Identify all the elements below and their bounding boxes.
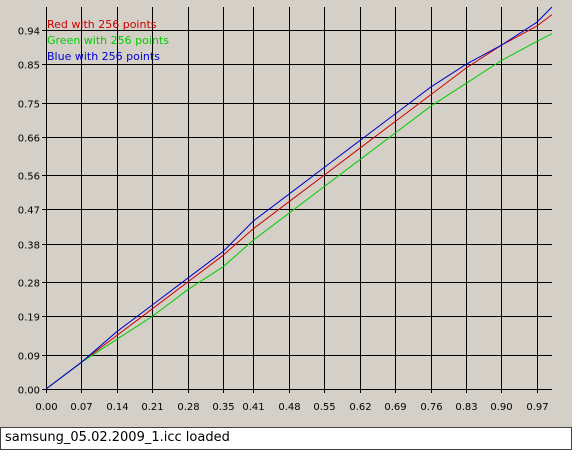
legend-entry-3: Blue with 256 points	[47, 50, 160, 63]
x-tick-label: 0.55	[313, 402, 335, 413]
y-tick-label: 0.75	[18, 100, 40, 111]
legend: Red with 256 points Green with 256 points…	[47, 18, 169, 63]
y-tick-label: 0.19	[18, 313, 40, 324]
x-tick-label: 0.28	[177, 402, 199, 413]
series-lines	[45, 6, 553, 390]
x-tick-labels: 0.00 0.07 0.14 0.21 0.28 0.35 0.41 0.48 0.55 0.62…	[35, 402, 548, 413]
x-tick-label: 0.21	[141, 402, 163, 413]
status-bar: samsung_05.02.2009_1.icc loaded	[0, 427, 572, 450]
x-tick-label: 0.90	[490, 402, 512, 413]
grid-lines	[46, 7, 552, 389]
y-tick-label: 0.85	[18, 61, 40, 72]
legend-entry-2: Green with 256 points	[47, 34, 169, 47]
x-tick-label: 0.97	[526, 402, 548, 413]
status-text: samsung_05.02.2009_1.icc loaded	[5, 430, 230, 445]
x-tick-label: 0.83	[455, 402, 477, 413]
x-tick-label: 0.41	[242, 402, 264, 413]
y-tick-label: 0.47	[18, 206, 40, 217]
tone-curve-chart: 0.00 0.07 0.14 0.21 0.28 0.35 0.41 0.48 0.55 0.62…	[0, 0, 572, 426]
y-tick-label: 0.66	[18, 134, 40, 145]
x-tick-label: 0.48	[278, 402, 300, 413]
x-tick-label: 0.62	[349, 402, 371, 413]
y-tick-label: 0.38	[18, 241, 40, 252]
plot-background	[0, 0, 572, 426]
series-line-2	[45, 33, 553, 390]
y-tick-label: 0.00	[18, 386, 40, 397]
series-line-3	[45, 6, 553, 390]
x-tick-label: 0.07	[70, 402, 92, 413]
series-line-1	[45, 14, 553, 390]
y-tick-label: 0.94	[18, 27, 40, 38]
x-tick-label: 0.76	[420, 402, 442, 413]
x-tick-label: 0.69	[384, 402, 406, 413]
x-tick-label: 0.14	[106, 402, 128, 413]
axes	[42, 7, 552, 393]
x-tick-label: 0.35	[212, 402, 234, 413]
y-tick-label: 0.56	[18, 172, 40, 183]
x-tick-label: 0.00	[35, 402, 57, 413]
chart-area: 0.00 0.07 0.14 0.21 0.28 0.35 0.41 0.48 0.55 0.62…	[0, 0, 572, 426]
y-tick-label: 0.09	[18, 352, 40, 363]
y-tick-label: 0.28	[18, 279, 40, 290]
legend-entry-1: Red with 256 points	[47, 18, 157, 31]
y-tick-labels: 0.00 0.09 0.19 0.28 0.38 0.47 0.56 0.66 0.75 0.85…	[18, 27, 40, 397]
